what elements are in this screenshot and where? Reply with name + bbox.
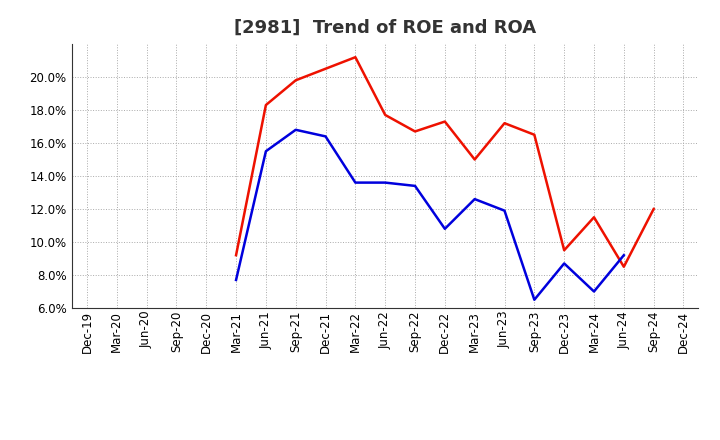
ROE xyxy=(649,206,658,212)
ROE xyxy=(470,157,479,162)
ROE xyxy=(261,103,270,108)
ROE xyxy=(619,264,628,269)
ROE xyxy=(232,253,240,258)
ROE xyxy=(351,55,360,60)
ROE xyxy=(381,112,390,117)
ROA xyxy=(590,289,598,294)
ROA xyxy=(321,134,330,139)
ROE xyxy=(292,77,300,83)
Line: ROE: ROE xyxy=(236,57,654,267)
ROA xyxy=(530,297,539,302)
ROE xyxy=(530,132,539,137)
ROE xyxy=(321,66,330,71)
ROE xyxy=(560,248,569,253)
ROA xyxy=(560,261,569,266)
ROA xyxy=(500,208,509,213)
ROE xyxy=(441,119,449,124)
ROA xyxy=(351,180,360,185)
ROE xyxy=(500,121,509,126)
ROA xyxy=(619,253,628,258)
ROA xyxy=(232,277,240,282)
ROA xyxy=(292,127,300,132)
ROA xyxy=(441,226,449,231)
ROA xyxy=(470,196,479,202)
ROE xyxy=(410,129,419,134)
ROA xyxy=(261,149,270,154)
Line: ROA: ROA xyxy=(236,130,624,300)
ROA xyxy=(381,180,390,185)
ROA xyxy=(410,183,419,188)
ROE xyxy=(590,215,598,220)
Title: [2981]  Trend of ROE and ROA: [2981] Trend of ROE and ROA xyxy=(234,19,536,37)
